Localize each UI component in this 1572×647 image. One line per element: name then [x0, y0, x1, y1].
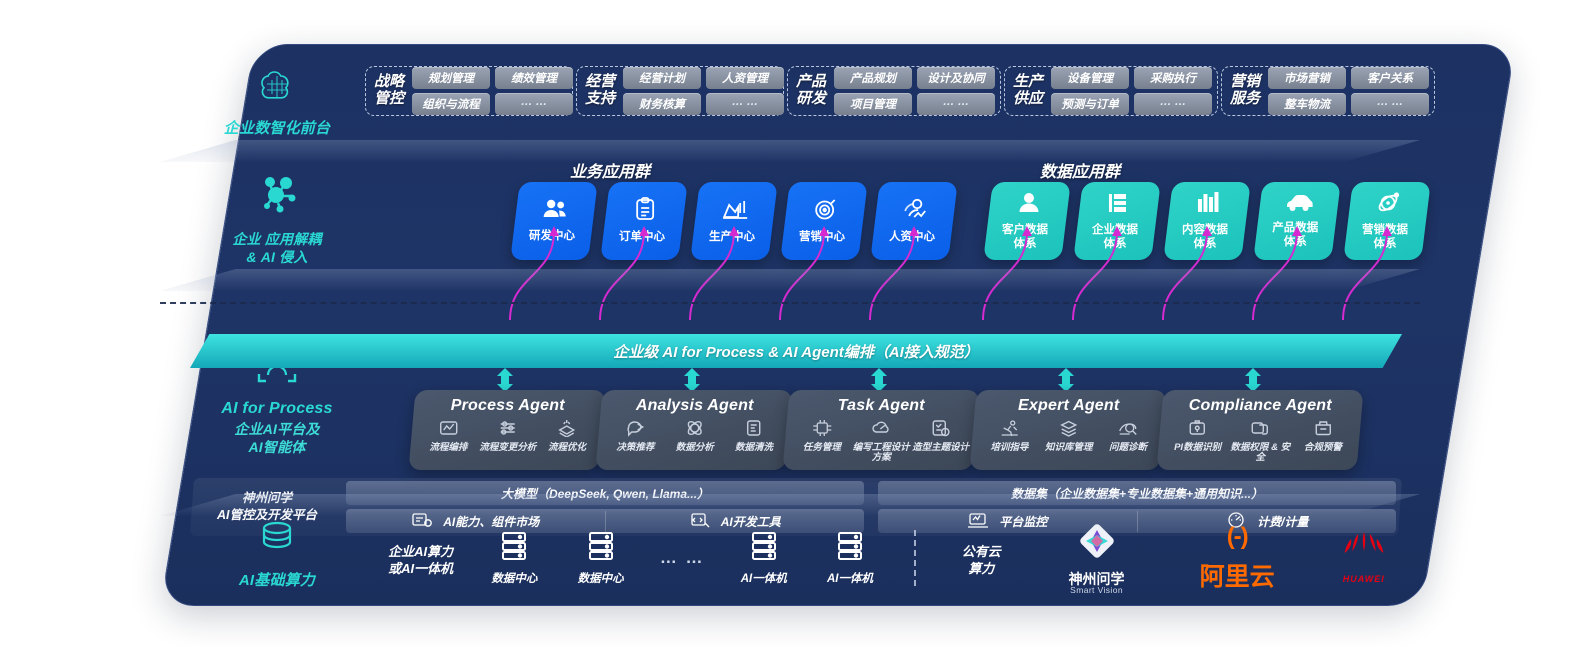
panel-inner — [161, 45, 1421, 605]
diagram-panel — [160, 44, 1517, 606]
